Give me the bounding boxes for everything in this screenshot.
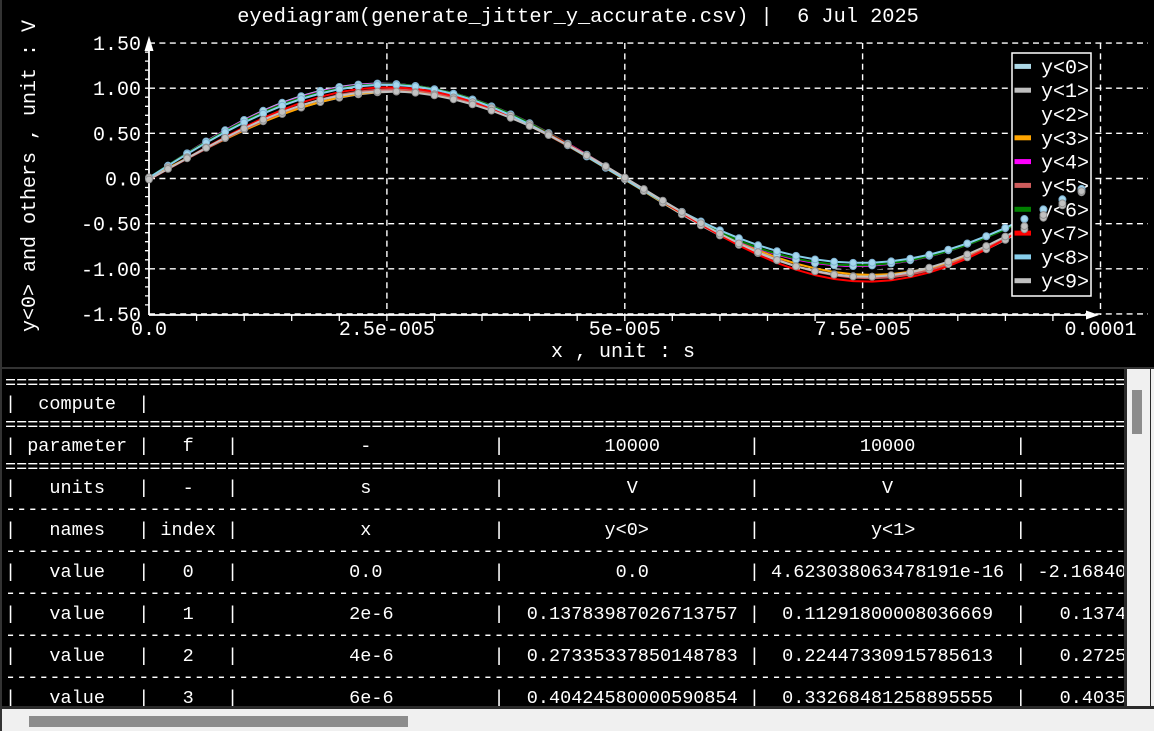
svg-text:1.00: 1.00 xyxy=(93,79,141,102)
svg-text:1.50: 1.50 xyxy=(93,34,141,57)
svg-text:y<2>: y<2> xyxy=(1041,105,1089,128)
svg-text:y<9>: y<9> xyxy=(1041,272,1089,295)
svg-text:0.0: 0.0 xyxy=(105,170,141,193)
svg-text:y<0>: y<0> xyxy=(1041,57,1089,80)
svg-text:7.5e-005: 7.5e-005 xyxy=(815,319,911,342)
svg-text:y<8>: y<8> xyxy=(1041,248,1089,271)
svg-text:0.0: 0.0 xyxy=(131,319,167,342)
svg-text:x , unit : s: x , unit : s xyxy=(551,341,695,364)
svg-text:y<7>: y<7> xyxy=(1041,224,1089,247)
svg-text:eyediagram(generate_jitter_y_a: eyediagram(generate_jitter_y_accurate.cs… xyxy=(237,6,919,29)
svg-text:-0.50: -0.50 xyxy=(81,215,141,238)
svg-text:y<1>: y<1> xyxy=(1041,81,1089,104)
svg-text:0.0001: 0.0001 xyxy=(1064,319,1136,342)
svg-text:5e-005: 5e-005 xyxy=(589,319,661,342)
svg-text:y<0> and others , unit : V: y<0> and others , unit : V xyxy=(19,20,42,332)
svg-text:-1.50: -1.50 xyxy=(81,305,141,328)
svg-text:0.50: 0.50 xyxy=(93,124,141,147)
svg-text:y<5>: y<5> xyxy=(1041,176,1089,199)
svg-text:y<3>: y<3> xyxy=(1041,129,1089,152)
svg-text:2.5e-005: 2.5e-005 xyxy=(339,319,435,342)
svg-text:-1.00: -1.00 xyxy=(81,260,141,283)
svg-text:y<4>: y<4> xyxy=(1041,153,1089,176)
svg-text:y<6>: y<6> xyxy=(1041,200,1089,223)
